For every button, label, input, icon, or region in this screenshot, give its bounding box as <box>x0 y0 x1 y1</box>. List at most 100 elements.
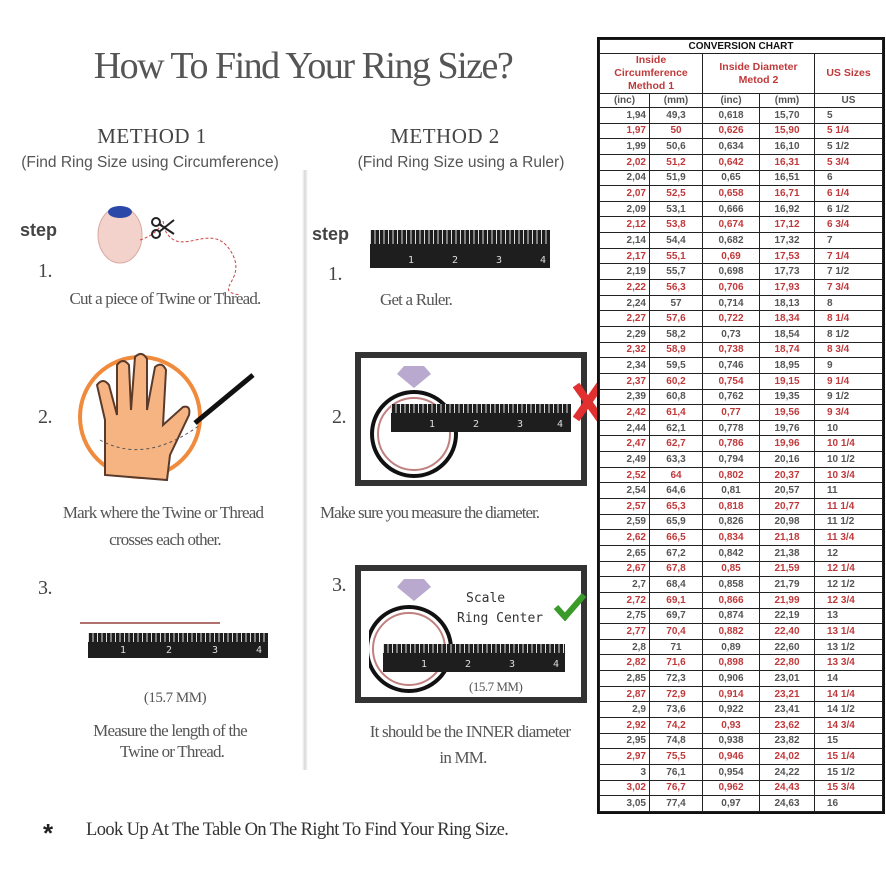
table-cell: 0,922 <box>702 701 760 718</box>
chart-title: CONVERSION CHART <box>599 39 883 54</box>
table-cell: 55,1 <box>649 247 703 265</box>
table-cell: 5 1/4 <box>814 122 883 140</box>
m2-step1-caption: Get a Ruler. <box>379 290 453 309</box>
table-cell: 53,8 <box>649 216 703 234</box>
table-cell: 71 <box>649 638 703 656</box>
table-cell: 0,77 <box>702 404 760 421</box>
table-cell: 6 1/2 <box>814 200 883 218</box>
table-cell: 2,95 <box>599 732 650 750</box>
table-cell: 18,54 <box>759 325 815 343</box>
table-row: 2,62 66,5 0,834 21,18 11 3/4 <box>599 529 883 546</box>
table-cell: 0,834 <box>702 529 760 546</box>
table-cell: 21,99 <box>759 591 815 609</box>
column-header: US <box>814 93 883 108</box>
ring-center-label: Ring Center <box>457 611 544 626</box>
table-cell: 62,1 <box>649 419 703 437</box>
table-cell: 18,34 <box>759 310 815 327</box>
table-cell: 67,8 <box>649 560 703 578</box>
table-cell: 24,02 <box>759 748 815 765</box>
group-header-us: US Sizes <box>814 53 883 94</box>
table-cell: 15 1/2 <box>814 763 883 781</box>
table-cell: 2,34 <box>599 357 650 374</box>
table-cell: 65,9 <box>649 513 703 531</box>
table-cell: 0,754 <box>702 372 760 390</box>
table-row: 2,09 53,1 0,666 16,92 6 1/2 <box>599 200 883 218</box>
table-cell: 0,866 <box>702 591 760 609</box>
table-cell: 77,4 <box>649 795 703 812</box>
table-cell: 17,53 <box>759 247 815 265</box>
m2-step3-caption-2: in MM. <box>439 748 487 767</box>
table-cell: 55,7 <box>649 263 703 281</box>
table-cell: 0,778 <box>702 419 760 437</box>
table-cell: 2,44 <box>599 419 650 437</box>
m1-measure: (15.7 MM) <box>143 690 207 706</box>
table-cell: 0,858 <box>702 576 760 593</box>
table-row: 2,67 67,8 0,85 21,59 12 1/4 <box>599 560 883 578</box>
conversion-chart: CONVERSION CHART Inside Circumference Met… <box>597 37 885 814</box>
table-cell: 70,4 <box>649 623 703 640</box>
scale-label: Scale <box>466 591 506 606</box>
table-cell: 57 <box>649 294 703 312</box>
check-icon <box>553 593 587 621</box>
table-cell: 53,1 <box>649 200 703 218</box>
table-cell: 2,29 <box>599 325 650 343</box>
table-cell: 58,2 <box>649 325 703 343</box>
table-cell: 71,6 <box>649 654 703 672</box>
table-cell: 9 1/2 <box>814 388 883 406</box>
m2-step2-caption: Make sure you measure the diameter. <box>320 503 540 522</box>
table-cell: 0,97 <box>702 795 760 812</box>
table-cell: 2,27 <box>599 310 650 327</box>
table-row: 2,02 51,2 0,642 16,31 5 3/4 <box>599 153 883 171</box>
table-cell: 2,97 <box>599 748 650 765</box>
table-cell: 5 <box>814 107 883 124</box>
table-cell: 2,67 <box>599 560 650 578</box>
table-cell: 22,60 <box>759 638 815 656</box>
table-row: 2,14 54,4 0,682 17,32 7 <box>599 232 883 249</box>
table-cell: 76,1 <box>649 763 703 781</box>
table-row: 2,54 64,6 0,81 20,57 11 <box>599 482 883 500</box>
table-cell: 19,56 <box>759 404 815 421</box>
table-cell: 72,3 <box>649 670 703 687</box>
table-row: 2,39 60,8 0,762 19,35 9 1/2 <box>599 388 883 406</box>
table-cell: 2,72 <box>599 591 650 609</box>
table-cell: 50,6 <box>649 138 703 155</box>
m2-step1-num: 1. <box>328 263 343 285</box>
table-row: 2,92 74,2 0,93 23,62 14 3/4 <box>599 716 883 734</box>
table-cell: 13 1/2 <box>814 638 883 656</box>
table-cell: 19,76 <box>759 419 815 437</box>
table-cell: 65,3 <box>649 498 703 515</box>
table-cell: 9 1/4 <box>814 372 883 390</box>
method2-heading: METHOD 2 <box>390 124 500 148</box>
table-cell: 16,71 <box>759 185 815 202</box>
table-cell: 2,39 <box>599 388 650 406</box>
table-cell: 19,35 <box>759 388 815 406</box>
m1-step2-caption-2: crosses each other. <box>109 530 222 549</box>
table-cell: 57,6 <box>649 310 703 327</box>
table-cell: 16,51 <box>759 169 815 187</box>
table-row: 2,59 65,9 0,826 20,98 11 1/2 <box>599 513 883 531</box>
m1-step2-num: 2. <box>38 406 53 428</box>
m2-measure: (15.7 MM) <box>469 679 523 694</box>
table-cell: 5 3/4 <box>814 153 883 171</box>
table-cell: 75,5 <box>649 748 703 765</box>
table-cell: 7 3/4 <box>814 279 883 296</box>
table-cell: 11 <box>814 482 883 500</box>
twine-spool-icon <box>97 206 241 295</box>
table-cell: 2,82 <box>599 654 650 672</box>
table-cell: 69,7 <box>649 607 703 625</box>
table-cell: 68,4 <box>649 576 703 593</box>
table-cell: 16,92 <box>759 200 815 218</box>
table-cell: 20,16 <box>759 451 815 468</box>
table-row: 2,19 55,7 0,698 17,73 7 1/2 <box>599 263 883 281</box>
table-cell: 2,32 <box>599 341 650 359</box>
table-cell: 3 <box>599 763 650 781</box>
table-row: 2,82 71,6 0,898 22,80 13 3/4 <box>599 654 883 672</box>
table-cell: 12 <box>814 544 883 562</box>
footer-note: Look Up At The Table On The Right To Fin… <box>86 820 509 840</box>
table-row: 1,97 50 0,626 15,90 5 1/4 <box>599 122 883 140</box>
table-cell: 67,2 <box>649 544 703 562</box>
table-row: 3,02 76,7 0,962 24,43 15 3/4 <box>599 779 883 797</box>
table-cell: 0,89 <box>702 638 760 656</box>
table-row: 1,94 49,3 0,618 15,70 5 <box>599 107 883 124</box>
table-cell: 52,5 <box>649 185 703 202</box>
